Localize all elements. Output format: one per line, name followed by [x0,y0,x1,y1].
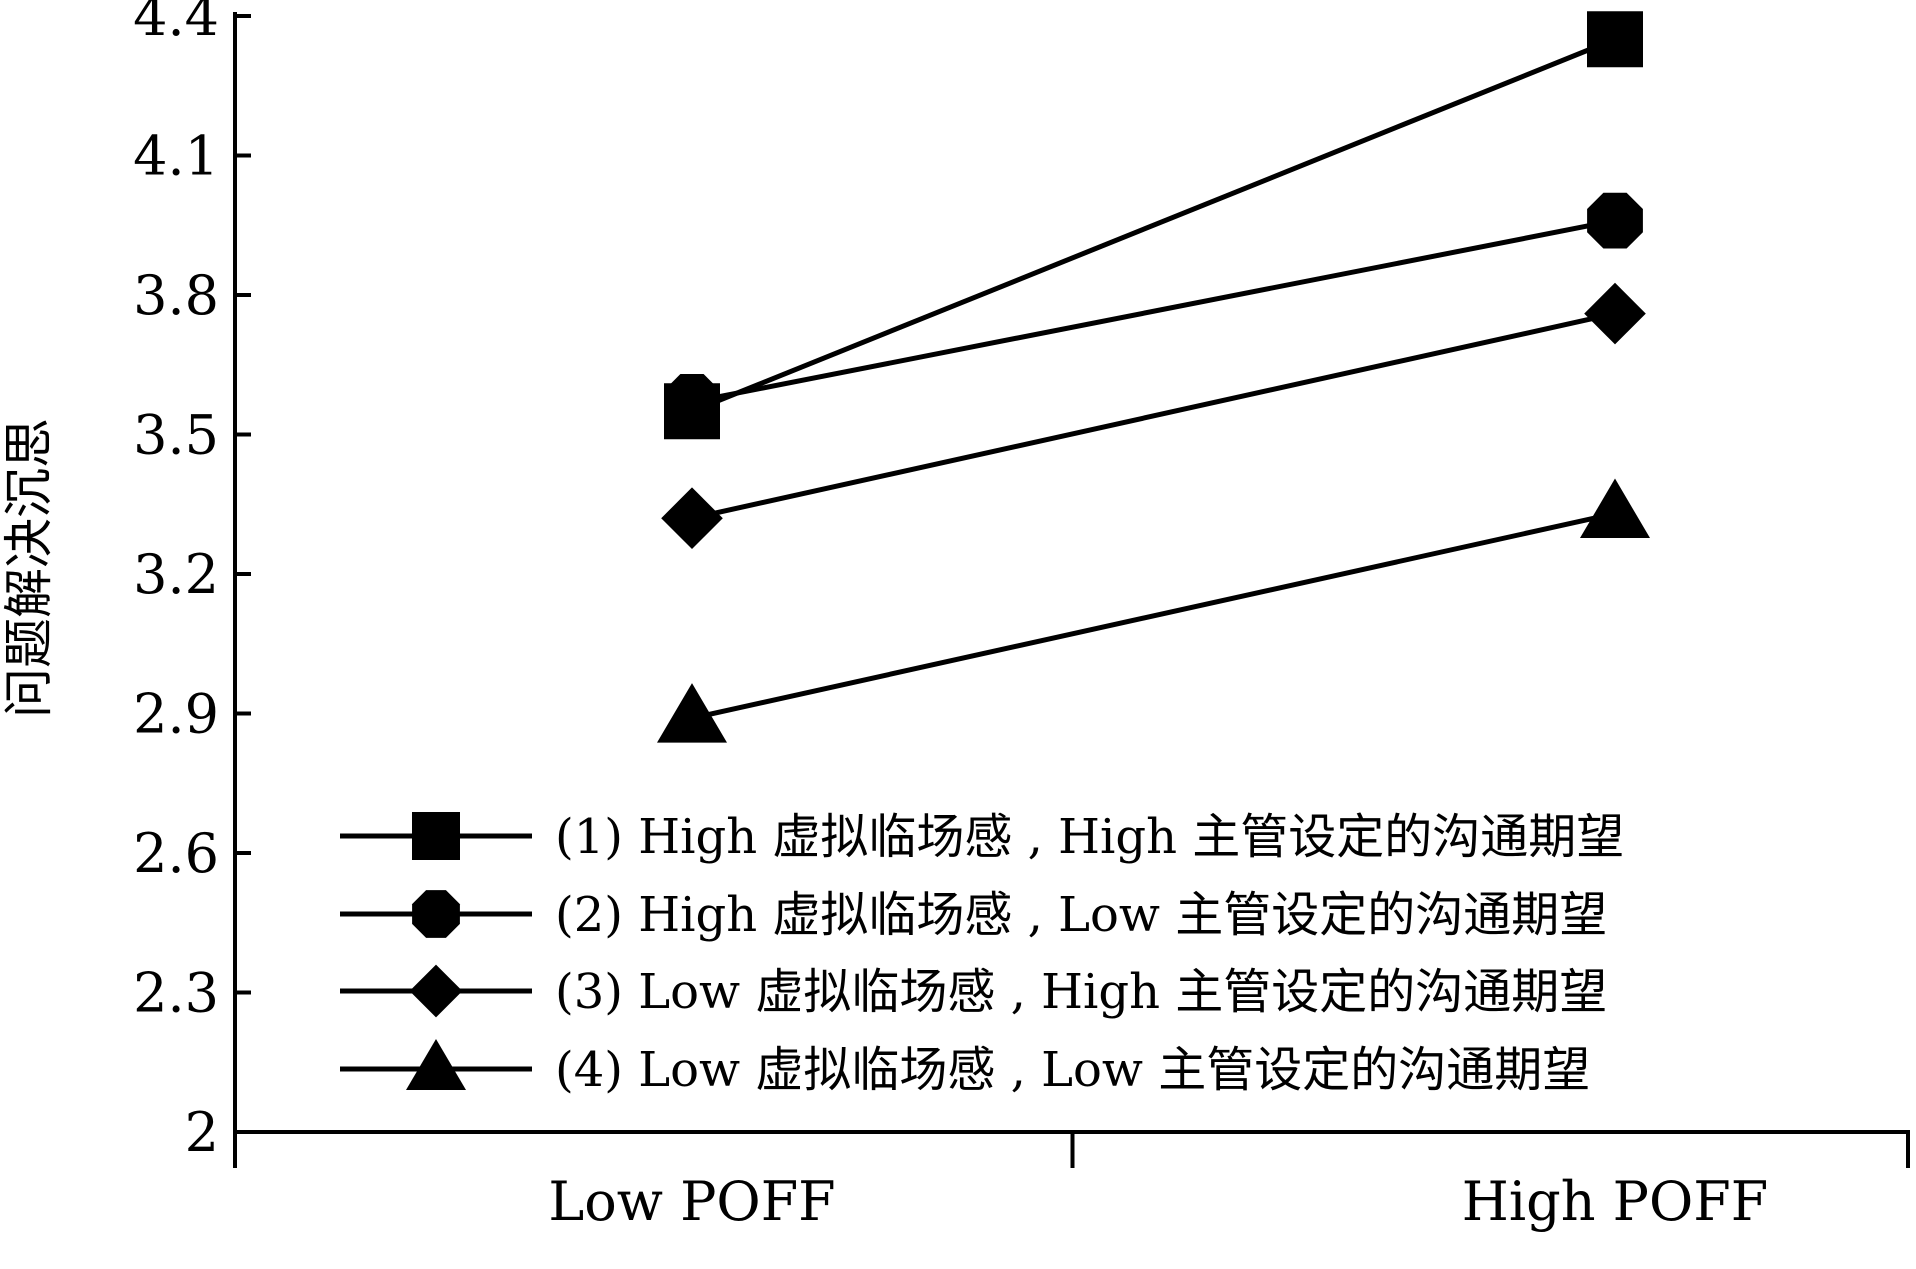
diamond-marker [1584,282,1646,345]
legend-label: (4) Low 虚拟临场感 , Low 主管设定的沟通期望 [555,1042,1590,1098]
y-tick-label: 4.1 [133,125,219,188]
triangle-marker [406,1039,466,1090]
triangle-marker [657,683,727,743]
square-marker [412,812,460,860]
series-line [691,218,1616,405]
triangle-marker [1580,478,1650,539]
legend-label: (2) High 虚拟临场感 , Low 主管设定的沟通期望 [555,887,1607,943]
series-1 [664,11,1643,440]
legend-item-4: (4) Low 虚拟临场感 , Low 主管设定的沟通期望 [340,1039,1590,1098]
y-tick-label: 3.8 [133,264,219,327]
y-tick-label: 2.6 [133,822,219,885]
legend: (1) High 虚拟临场感 , High 主管设定的沟通期望 (2) High … [340,809,1624,1098]
diamond-marker [409,964,463,1018]
y-tick-label: 3.5 [133,404,219,467]
legend-label: (1) High 虚拟临场感 , High 主管设定的沟通期望 [555,809,1624,865]
legend-item-3: (3) Low 虚拟临场感 , High 主管设定的沟通期望 [340,964,1607,1020]
diamond-marker [661,487,723,549]
square-marker [1587,11,1643,68]
legend-item-1: (1) High 虚拟临场感 , High 主管设定的沟通期望 [340,809,1624,865]
series-2 [664,192,1643,430]
y-axis-label: 问题解决沉思 [0,418,58,718]
circle-marker [664,374,720,430]
y-tick-label: 2.9 [133,683,219,746]
y-tick-label: 2.3 [133,962,219,1025]
series-line [691,36,1616,414]
series-3 [661,282,1646,549]
y-tick-label: 3.2 [133,543,219,606]
series-4 [657,478,1650,743]
legend-label: (3) Low 虚拟临场感 , High 主管设定的沟通期望 [555,964,1607,1020]
legend-item-2: (2) High 虚拟临场感 , Low 主管设定的沟通期望 [340,887,1607,943]
series-layer [657,11,1650,743]
series-line [691,311,1616,521]
x-tick-label: Low POFF [548,1170,835,1233]
axes: 2 2.3 2.6 2.9 3.2 3.5 3.8 4.1 4.4 Low POFF High PO… [133,0,1910,1233]
circle-marker [1587,192,1643,249]
y-tick-label: 2 [185,1101,219,1164]
series-line [691,511,1616,721]
y-tick-label: 4.4 [133,0,219,48]
x-tick-label: High POFF [1462,1170,1768,1233]
circle-marker [412,890,460,938]
